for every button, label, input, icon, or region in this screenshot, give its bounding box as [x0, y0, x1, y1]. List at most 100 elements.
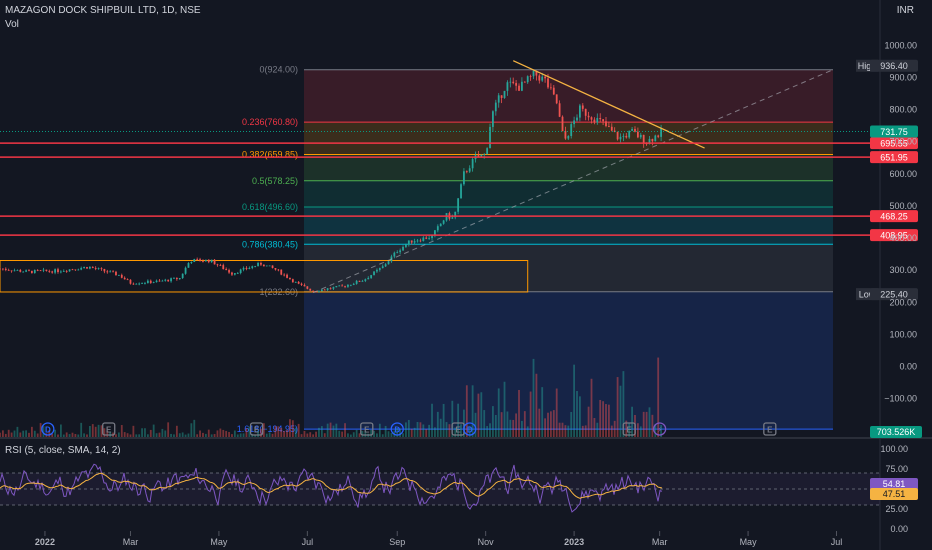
candle-body — [54, 269, 56, 273]
volume-bar — [396, 427, 399, 437]
candle-body — [657, 135, 660, 137]
volume-bar — [376, 433, 378, 437]
volume-bar — [291, 420, 294, 437]
y-axis-tick: 900.00 — [889, 72, 917, 82]
volume-bar — [622, 371, 625, 437]
candle-body — [416, 240, 419, 242]
x-axis-tick: May — [210, 537, 228, 547]
volume-bar — [352, 432, 355, 437]
candle-body — [42, 269, 45, 271]
volume-bar — [445, 422, 448, 437]
volume-bar — [477, 393, 480, 437]
volume-bar — [405, 422, 407, 437]
volume-label[interactable]: Vol — [5, 19, 19, 30]
candle-body — [123, 277, 126, 280]
candle-body — [262, 264, 265, 267]
volume-bar — [439, 418, 442, 437]
volume-bar — [228, 432, 230, 437]
candle-body — [454, 211, 457, 218]
range-box — [0, 260, 529, 293]
volume-bar — [219, 428, 222, 437]
volume-bar — [167, 422, 170, 437]
candle-body — [117, 274, 120, 276]
volume-bar — [581, 425, 584, 437]
candle-body — [57, 269, 59, 273]
candle-body — [535, 70, 538, 76]
y-axis-tick: 1000.00 — [884, 40, 917, 50]
fib-zone — [304, 154, 833, 181]
event-letter: D — [45, 426, 51, 435]
candle-body — [312, 290, 315, 292]
candle-body — [68, 269, 71, 272]
volume-bar — [10, 432, 13, 437]
candle-body — [567, 136, 570, 139]
volume-bar — [248, 426, 251, 437]
price-tag-name: Low — [859, 290, 876, 300]
volume-bar — [642, 411, 645, 437]
candle-body — [190, 262, 193, 264]
volume-bar — [550, 411, 552, 437]
volume-bar — [303, 430, 306, 437]
candle-body — [0, 268, 1, 270]
candle-body — [642, 134, 645, 144]
volume-bar — [36, 433, 39, 437]
y-axis-tick: 500.00 — [889, 201, 917, 211]
candle-body — [167, 279, 170, 282]
candle-body — [457, 198, 460, 212]
rsi-title[interactable]: RSI (5, close, SMA, 14, 2) — [5, 445, 121, 456]
volume-bar — [358, 433, 361, 437]
price-tag — [870, 59, 918, 72]
volume-bar — [567, 425, 570, 437]
volume-bar — [181, 432, 184, 437]
candle-body — [173, 277, 175, 279]
volume-bar — [184, 434, 187, 437]
candle-body — [581, 105, 584, 109]
volume-bar — [65, 432, 68, 437]
candle-body — [30, 270, 33, 273]
fib-zone — [304, 244, 833, 292]
volume-bar — [283, 430, 286, 437]
candle-body — [228, 270, 230, 273]
volume-bar — [86, 434, 88, 437]
candle-body — [126, 279, 129, 281]
volume-bar — [521, 420, 523, 437]
event-letter: E — [767, 426, 773, 435]
volume-bar — [74, 433, 77, 437]
volume-bar — [242, 433, 245, 437]
candle-body — [471, 159, 474, 169]
volume-bar — [561, 422, 564, 437]
volume-bar — [555, 388, 558, 437]
candle-body — [512, 81, 515, 84]
candle-body — [335, 286, 338, 288]
candle-body — [225, 269, 228, 271]
volume-bar — [480, 392, 483, 437]
volume-bar — [231, 434, 233, 437]
volume-bar — [265, 433, 268, 437]
candle-body — [77, 269, 80, 271]
candle-body — [181, 273, 184, 279]
volume-bar — [233, 430, 236, 437]
candle-body — [529, 76, 532, 78]
candle-body — [544, 76, 547, 79]
symbol-title[interactable]: MAZAGON DOCK SHIPBUIL LTD, 1D, NSE — [5, 5, 201, 16]
price-tag-value: 936.40 — [880, 61, 908, 71]
candle-body — [7, 269, 10, 271]
y-axis-tick: 600.00 — [889, 169, 917, 179]
volume-bar — [207, 429, 210, 437]
candle-body — [628, 130, 631, 138]
y-axis-tick: 400.00 — [889, 233, 917, 243]
candle-body — [326, 288, 329, 290]
candle-body — [146, 280, 149, 283]
candle-body — [364, 279, 367, 281]
candle-body — [303, 284, 306, 287]
candle-body — [196, 259, 199, 260]
volume-bar — [204, 433, 207, 437]
volume-bar — [254, 434, 257, 437]
x-axis-tick: Mar — [652, 537, 668, 547]
candle-body — [202, 261, 204, 263]
volume-bar — [605, 404, 607, 437]
x-axis-tick: Mar — [123, 537, 139, 547]
candle-body — [144, 282, 146, 284]
candle-body — [71, 269, 74, 271]
